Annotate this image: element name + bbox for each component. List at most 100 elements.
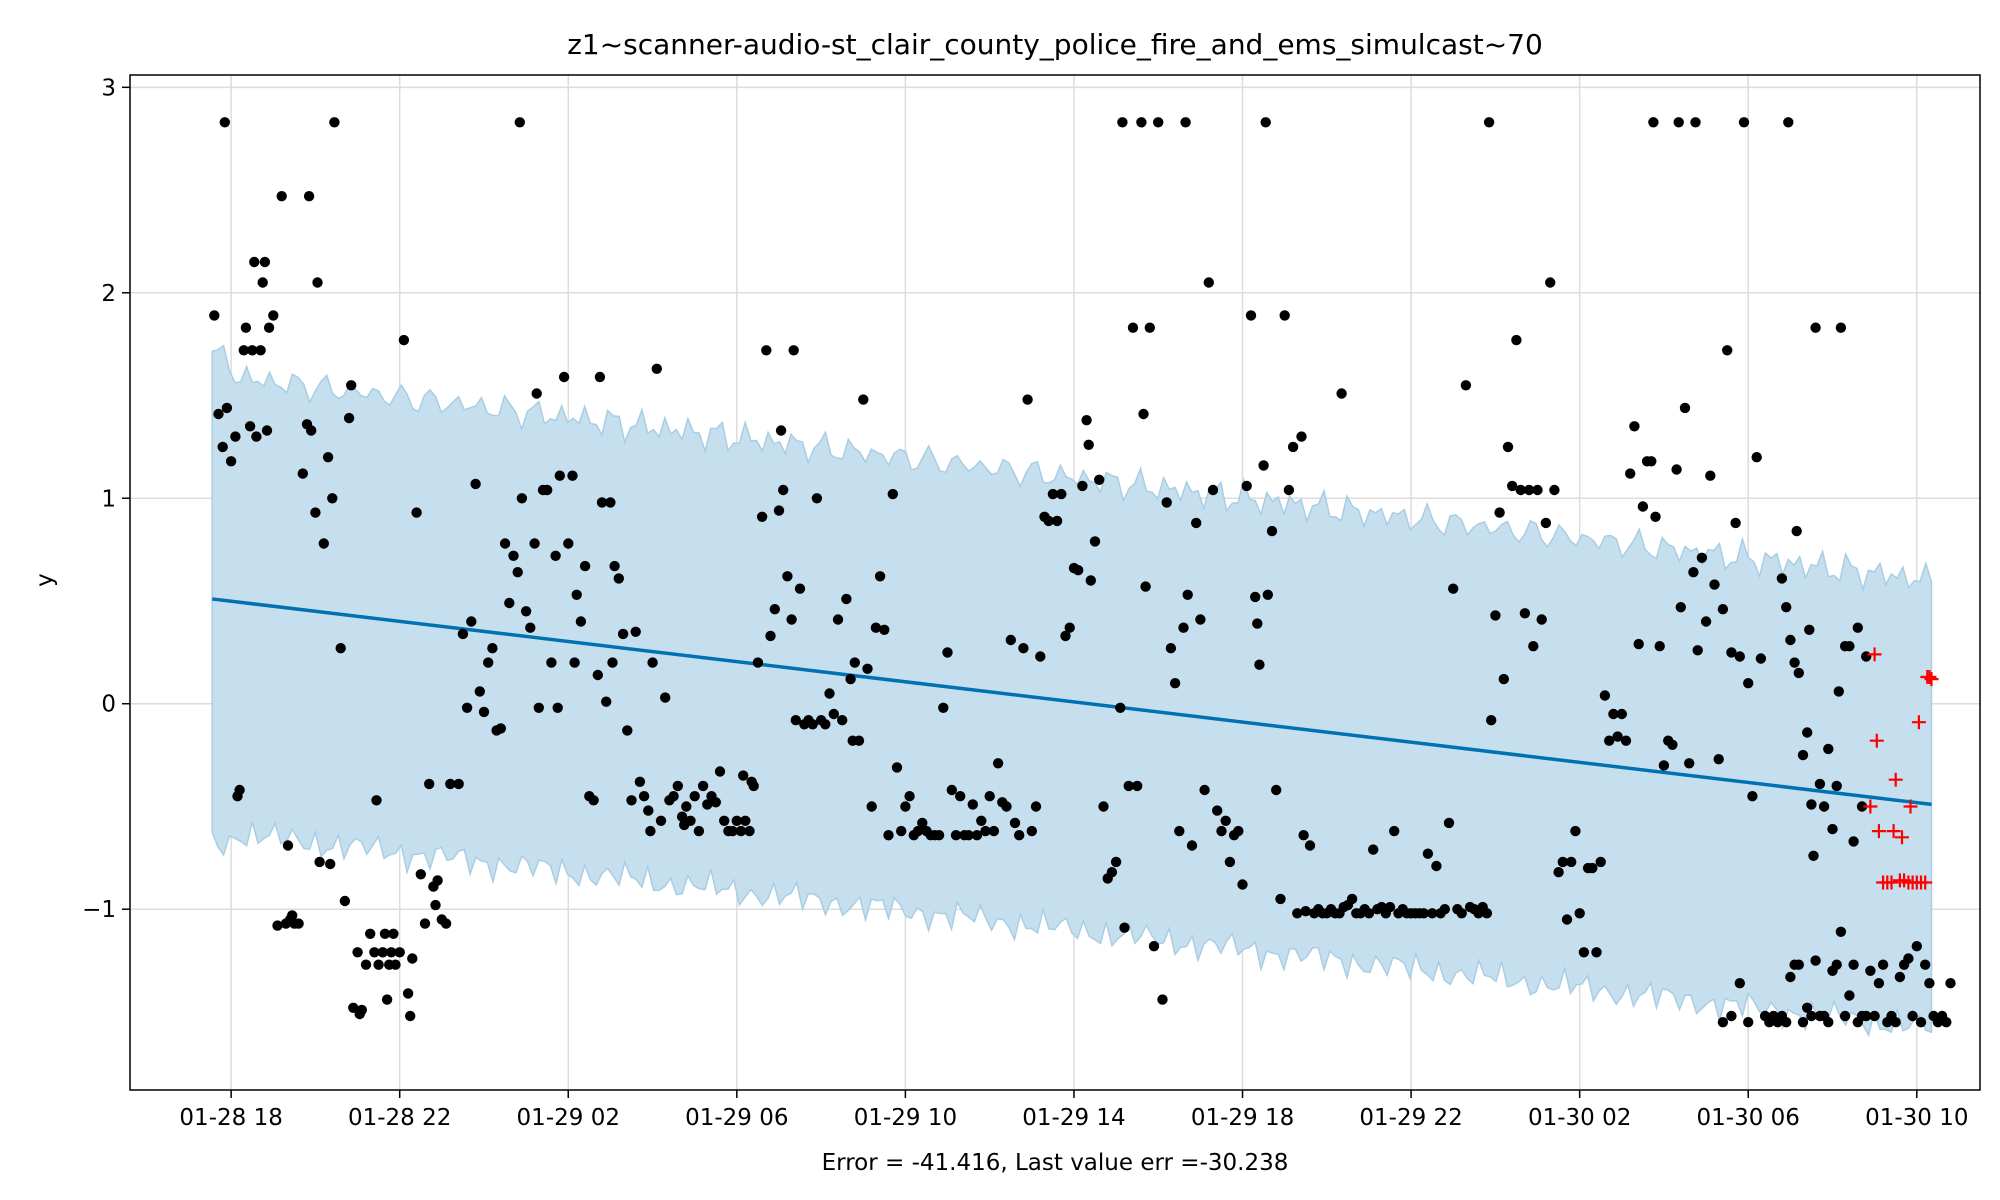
observed-point-263: [1174, 825, 1185, 837]
observed-point-242: [1094, 474, 1105, 485]
observed-point-96: [531, 388, 542, 399]
observed-point-271: [1203, 277, 1215, 288]
observed-point-333: [1448, 583, 1459, 594]
observed-point-183: [849, 657, 860, 668]
observed-point-104: [558, 371, 570, 383]
observed-point-46: [352, 947, 363, 958]
observed-point-477: [1831, 780, 1842, 792]
observed-point-420: [1793, 959, 1805, 970]
observed-point-262: [1169, 678, 1181, 689]
observed-point-191: [883, 830, 894, 841]
observed-point-78: [461, 702, 473, 713]
observed-point-341: [1481, 908, 1493, 919]
future-point-7: [1886, 824, 1901, 839]
observed-point-376: [1625, 468, 1636, 479]
observed-point-221: [1009, 817, 1021, 829]
future-point-1: [1867, 647, 1882, 662]
observed-point-421: [1797, 1017, 1809, 1028]
future-point-13: [1903, 799, 1918, 814]
x-tick-label-3: 01-29 06: [685, 1105, 788, 1131]
observed-point-176: [824, 688, 835, 699]
observed-point-392: [1684, 758, 1695, 769]
observed-point-383: [1650, 511, 1661, 522]
y-axis-ticks: 3 2 1 0 −1: [82, 75, 130, 923]
observed-point-112: [588, 795, 599, 806]
y-tick-label-4: −1: [82, 897, 116, 923]
observed-point-417: [1783, 117, 1794, 128]
future-point-18: [1918, 875, 1933, 890]
observed-point-224: [1022, 394, 1033, 405]
observed-point-1: [213, 408, 224, 420]
observed-points: [209, 117, 1956, 1028]
observed-point-443: [1890, 1017, 1901, 1028]
observed-point-479: [1835, 322, 1847, 333]
observed-point-370: [1599, 690, 1611, 701]
observed-point-80: [470, 478, 481, 490]
observed-point-41: [335, 643, 346, 654]
observed-point-357: [1545, 277, 1556, 288]
observed-point-251: [1127, 322, 1139, 333]
observed-point-285: [1258, 460, 1269, 471]
observed-point-187: [866, 801, 877, 812]
observed-point-136: [676, 811, 688, 822]
observed-point-394: [1690, 117, 1701, 128]
observed-point-270: [1199, 784, 1210, 796]
observed-point-250: [1123, 780, 1134, 792]
observed-point-450: [1920, 959, 1931, 970]
observed-point-252: [1132, 780, 1143, 792]
observed-point-115: [596, 497, 608, 508]
observed-point-89: [508, 550, 519, 561]
observed-point-18: [261, 425, 273, 436]
observed-point-363: [1570, 825, 1581, 837]
observed-point-274: [1216, 825, 1227, 837]
observed-point-114: [594, 371, 606, 383]
observed-point-35: [314, 856, 325, 868]
y-axis-label: y: [32, 573, 58, 587]
trend-line: [211, 597, 1932, 807]
observed-point-391: [1679, 402, 1691, 414]
observed-point-5: [225, 456, 237, 467]
observed-point-147: [719, 815, 730, 826]
observed-point-45: [348, 1002, 359, 1013]
observed-point-265: [1180, 117, 1191, 128]
observed-point-483: [1852, 622, 1864, 633]
observed-point-124: [630, 626, 641, 637]
observed-point-108: [571, 589, 582, 600]
observed-point-474: [1818, 801, 1830, 812]
observed-point-119: [609, 560, 620, 572]
observed-point-50: [365, 928, 376, 939]
observed-point-48: [356, 1004, 367, 1016]
observed-point-395: [1692, 645, 1703, 656]
observed-point-146: [714, 766, 726, 777]
future-point-3: [1871, 824, 1886, 839]
observed-point-195: [900, 801, 911, 812]
observed-point-165: [782, 571, 793, 582]
observed-point-384: [1654, 641, 1665, 652]
observed-point-259: [1157, 994, 1168, 1005]
observed-point-82: [478, 706, 490, 718]
observed-point-106: [567, 470, 578, 481]
observed-point-207: [950, 830, 962, 841]
observed-point-269: [1195, 614, 1206, 625]
observed-point-227: [1035, 651, 1046, 662]
future-point-10: [1895, 830, 1909, 845]
future-point-21: [1924, 672, 1939, 687]
chart-title: z1~scanner-audio-st_clair_county_police_…: [567, 28, 1543, 61]
observed-point-247: [1115, 702, 1126, 713]
observed-point-36: [318, 538, 329, 549]
observed-point-444: [1894, 971, 1906, 983]
observed-point-290: [1275, 893, 1286, 905]
observed-point-37: [322, 452, 334, 463]
observed-point-437: [1865, 965, 1876, 976]
observed-point-66: [411, 507, 422, 518]
y-tick-label-0: 3: [101, 75, 116, 101]
observed-point-186: [862, 663, 873, 674]
x-tick-label-4: 01-29 10: [854, 1105, 957, 1131]
observed-point-3: [221, 402, 233, 414]
observed-point-404: [1730, 517, 1741, 529]
observed-point-402: [1722, 345, 1733, 356]
observed-point-181: [845, 673, 856, 685]
x-tick-label-8: 01-30 02: [1528, 1105, 1631, 1131]
y-tick-label-2: 1: [101, 486, 116, 512]
observed-point-344: [1490, 610, 1501, 621]
